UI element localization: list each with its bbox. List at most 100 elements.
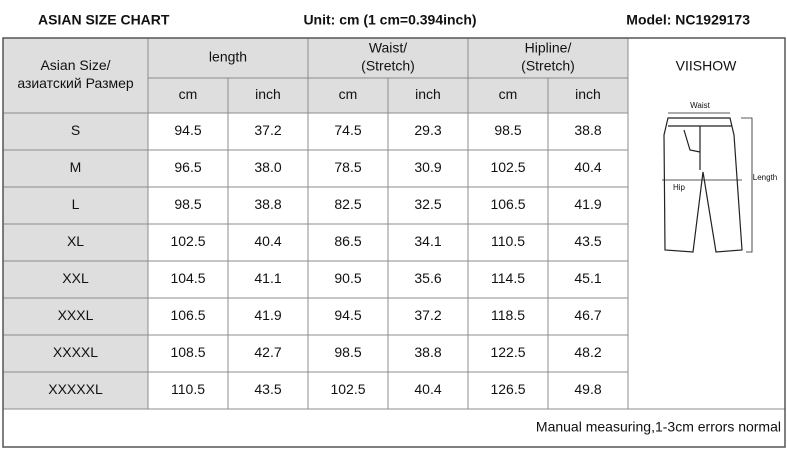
measurement: 40.4 — [254, 233, 281, 249]
measurement: 98.5 — [494, 122, 521, 138]
unit-header: inch — [575, 86, 601, 102]
size-label: XXXXL — [53, 344, 98, 360]
group-header: Hipline/ — [525, 40, 572, 56]
cell — [467, 149, 549, 188]
cell — [227, 334, 309, 373]
pants-details — [668, 125, 732, 170]
measurement: 108.5 — [170, 344, 205, 360]
measurement: 38.8 — [414, 344, 441, 360]
cell — [627, 37, 786, 410]
cell — [547, 186, 629, 225]
measurement: 29.3 — [414, 122, 441, 138]
measurement: 114.5 — [491, 270, 525, 286]
measurement: 46.7 — [574, 307, 601, 323]
cell — [227, 112, 309, 151]
measurement: 110.5 — [491, 233, 525, 249]
cell — [467, 186, 549, 225]
measurement: 110.5 — [171, 381, 205, 397]
group-header: (Stretch) — [521, 58, 575, 74]
measurement: 38.8 — [254, 196, 281, 212]
cell — [307, 297, 389, 336]
size-header: азиатский Размер — [17, 75, 134, 91]
unit-header: cm — [179, 86, 198, 102]
cell — [387, 371, 469, 410]
cell — [2, 297, 149, 336]
cell — [307, 334, 389, 373]
cell — [467, 371, 549, 410]
cell — [147, 334, 229, 373]
measurement: 102.5 — [330, 381, 365, 397]
measurement: 78.5 — [334, 159, 361, 175]
measurement: 38.8 — [574, 122, 601, 138]
measurement: 96.5 — [174, 159, 201, 175]
measurement: 45.1 — [574, 270, 601, 286]
measurement: 34.1 — [414, 233, 441, 249]
cell — [227, 371, 309, 410]
title: ASIAN SIZE CHART — [38, 12, 170, 28]
length-label: Length — [753, 173, 777, 182]
measurement: 104.5 — [170, 270, 205, 286]
measure-lines — [662, 112, 753, 253]
group-header: Waist/ — [369, 40, 407, 56]
cell — [2, 408, 786, 448]
size-header: Asian Size/ — [40, 57, 110, 73]
waist-label: Waist — [690, 101, 710, 110]
footer-note: Manual measuring,1-3cm errors normal — [536, 419, 781, 435]
cell — [467, 260, 549, 299]
measurement: 118.5 — [491, 307, 525, 323]
outer-border — [2, 37, 786, 448]
pants-diagram — [662, 112, 753, 253]
measurement: 41.1 — [254, 270, 281, 286]
measurement: 90.5 — [334, 270, 361, 286]
measurement: 102.5 — [490, 159, 525, 175]
cell — [2, 371, 149, 410]
cell — [147, 186, 229, 225]
cell — [227, 297, 309, 336]
size-label: XL — [67, 233, 84, 249]
measurement: 98.5 — [174, 196, 201, 212]
unit-header: cm — [339, 86, 358, 102]
measurement: 106.5 — [490, 196, 525, 212]
measurement: 102.5 — [170, 233, 205, 249]
hip-label: Hip — [673, 183, 686, 192]
cell — [467, 77, 549, 114]
table: Asian Size/азиатский Размер length Waist/ (… — [2, 37, 786, 448]
cell — [147, 149, 229, 188]
cell — [387, 112, 469, 151]
unit-header: inch — [415, 86, 441, 102]
unit-header: cm — [499, 86, 518, 102]
measurement: 37.2 — [414, 307, 441, 323]
cell — [307, 112, 389, 151]
measurement: 122.5 — [490, 344, 525, 360]
cell — [547, 77, 629, 114]
cell — [147, 297, 229, 336]
cell — [547, 297, 629, 336]
cell — [547, 149, 629, 188]
measurement: 40.4 — [414, 381, 441, 397]
cell — [547, 334, 629, 373]
group-header: (Stretch) — [361, 58, 415, 74]
cell — [307, 149, 389, 188]
measurement: 106.5 — [170, 307, 205, 323]
cell — [307, 223, 389, 262]
measurement: 32.5 — [414, 196, 441, 212]
measurement: 43.5 — [574, 233, 601, 249]
measurement: 94.5 — [334, 307, 361, 323]
cell — [467, 334, 549, 373]
measurement: 49.8 — [574, 381, 601, 397]
model: Model: NC1929173 — [626, 12, 750, 28]
cell — [547, 223, 629, 262]
measurement: 40.4 — [574, 159, 601, 175]
measurement: 38.0 — [254, 159, 281, 175]
measurement: 48.2 — [574, 344, 601, 360]
cell — [387, 297, 469, 336]
measurement: 42.7 — [254, 344, 281, 360]
cell — [547, 112, 629, 151]
cell — [387, 260, 469, 299]
cell — [307, 37, 469, 79]
cell — [227, 260, 309, 299]
size-label: S — [71, 122, 80, 138]
size-label: M — [70, 159, 82, 175]
cell — [387, 149, 469, 188]
